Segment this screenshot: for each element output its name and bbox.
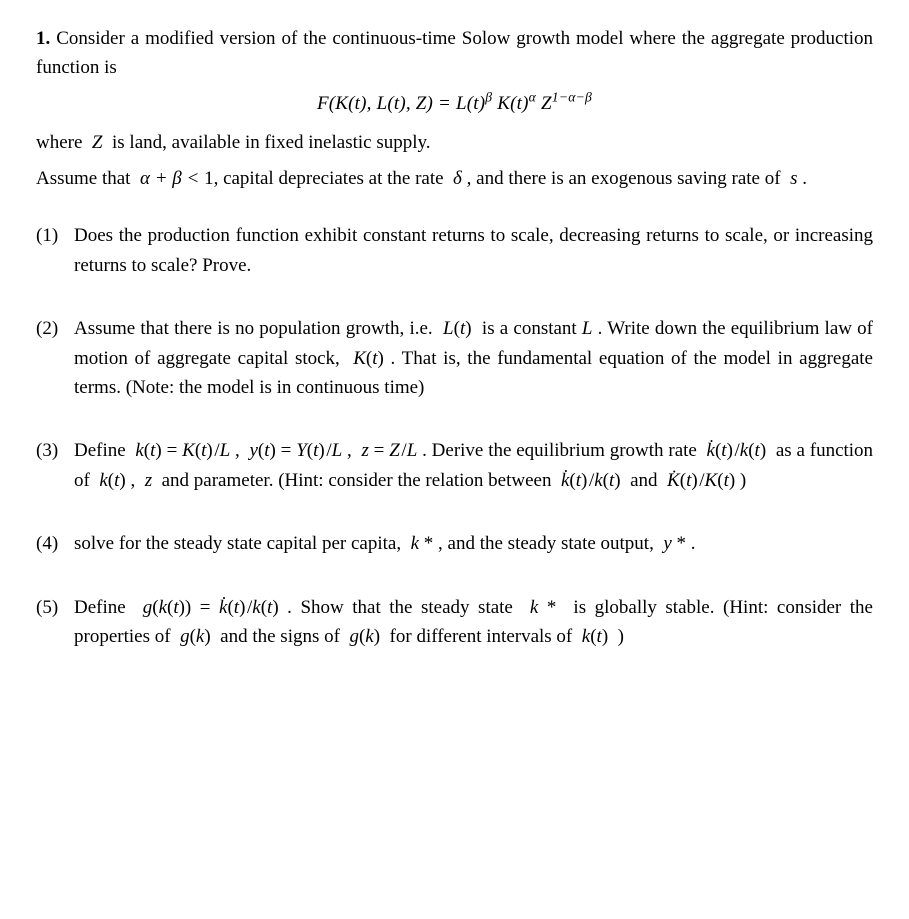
question-body: Define k(t) = K(t) /L , y(t) = Y(t) /L ,…: [74, 436, 873, 495]
question-number: (2): [36, 314, 74, 402]
sub-questions: (1) Does the production function exhibit…: [36, 221, 873, 651]
question-1: (1) Does the production function exhibit…: [36, 221, 873, 280]
problem-intro-line3: Assume that α + β < 1, capital depreciat…: [36, 164, 873, 193]
question-number: (3): [36, 436, 74, 495]
question-number: (1): [36, 221, 74, 280]
question-body: Does the production function exhibit con…: [74, 221, 873, 280]
question-body: solve for the steady state capital per c…: [74, 529, 873, 558]
question-number: (4): [36, 529, 74, 558]
question-body: Assume that there is no population growt…: [74, 314, 873, 402]
question-4: (4) solve for the steady state capital p…: [36, 529, 873, 558]
problem-intro-line1: 1. Consider a modified version of the co…: [36, 24, 873, 83]
question-body: Define g(k(t)) = k̇(t) /k(t) . Show that…: [74, 593, 873, 652]
production-function-equation: F(K(t), L(t), Z) = L(t)β K(t)α Z1−α−β: [36, 89, 873, 118]
problem-intro-line2: where Z is land, available in fixed inel…: [36, 128, 873, 157]
question-5: (5) Define g(k(t)) = k̇(t) /k(t) . Show …: [36, 593, 873, 652]
question-2: (2) Assume that there is no population g…: [36, 314, 873, 402]
problem-intro-text: Consider a modified version of the conti…: [36, 28, 873, 78]
question-number: (5): [36, 593, 74, 652]
problem-number: 1.: [36, 28, 50, 49]
question-3: (3) Define k(t) = K(t) /L , y(t) = Y(t) …: [36, 436, 873, 495]
